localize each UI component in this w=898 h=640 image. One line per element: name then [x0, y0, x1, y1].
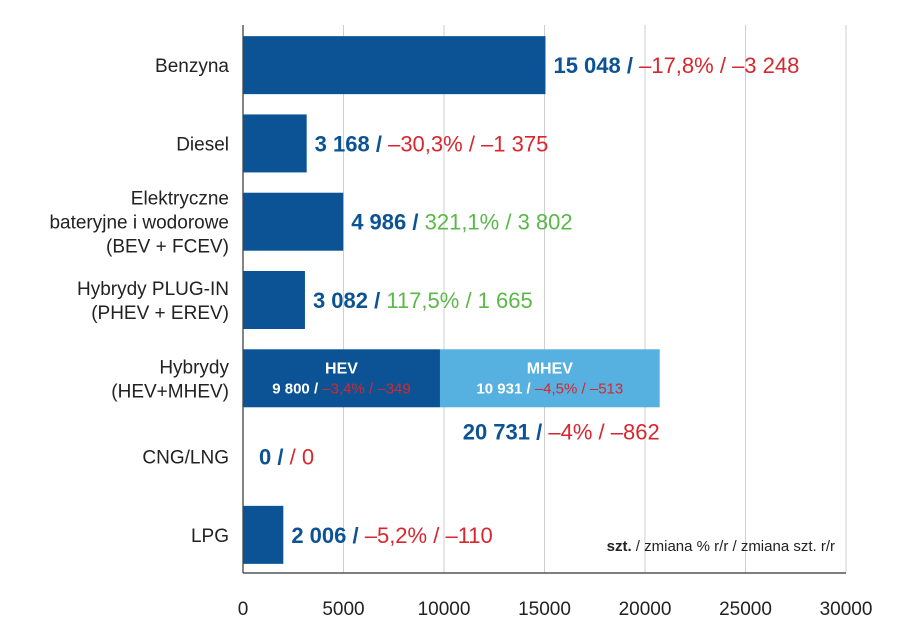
legend-note: szt. / zmiana % r/r / zmiana szt. r/r — [607, 538, 835, 555]
label-part: 4 986 — [351, 210, 406, 235]
x-tick-label: 10000 — [418, 599, 471, 620]
label-part: / — [406, 210, 424, 235]
label-part: 3 168 — [315, 131, 370, 156]
label-part: / — [290, 445, 302, 470]
x-tick-label: 5000 — [322, 599, 364, 620]
x-tick-label: 15000 — [518, 599, 571, 620]
label-part: –17,8% — [639, 53, 714, 78]
label-part: 3 802 — [518, 210, 573, 235]
label-part: / — [522, 380, 535, 397]
label-part: szt. — [607, 538, 632, 555]
category-label: (BEV + FCEV) — [106, 237, 229, 258]
bar — [243, 192, 344, 251]
label-part: / — [714, 53, 732, 78]
bar-segment-hev — [243, 349, 440, 408]
label-part: / — [463, 131, 481, 156]
label-part: / — [368, 288, 386, 313]
label-part: 3 082 — [313, 288, 368, 313]
value-label: 20 731 / –4% / –862 — [463, 419, 660, 444]
label-part: 9 800 — [272, 380, 310, 397]
label-part: / — [310, 380, 323, 397]
label-part: 1 665 — [478, 288, 533, 313]
label-part: / — [577, 380, 590, 397]
value-label: 0 / / 0 — [259, 445, 314, 470]
label-part: 15 048 — [553, 53, 620, 78]
label-part: / — [530, 419, 548, 444]
label-part: 10 931 — [476, 380, 522, 397]
value-label: 4 986 / 321,1% / 3 802 — [351, 210, 572, 235]
label-part: –349 — [377, 380, 410, 397]
segment-value-label: 9 800 / –3,4% / –349 — [272, 380, 411, 397]
x-tick-label: 0 — [238, 599, 249, 620]
label-part: –3 248 — [732, 53, 799, 78]
label-part: 2 006 — [291, 523, 346, 548]
category-label: (PHEV + EREV) — [91, 303, 229, 324]
label-part: –110 — [445, 523, 492, 548]
label-part: –3,4% — [322, 380, 365, 397]
label-part: –4,5% — [535, 380, 578, 397]
label-part: / zmiana % r/r / zmiana szt. r/r — [632, 538, 835, 555]
label-part: 0 — [259, 445, 271, 470]
segment-value-label: 10 931 / –4,5% / –513 — [476, 380, 623, 397]
category-label: bateryjne i wodorowe — [49, 213, 229, 234]
label-part: 20 731 — [463, 419, 530, 444]
category-label: Hybrydy PLUG-IN — [77, 279, 229, 300]
value-label: 2 006 / –5,2% / –110 — [291, 523, 492, 548]
label-part: 117,5% — [386, 288, 459, 313]
label-part: / — [499, 210, 517, 235]
category-label: Diesel — [176, 134, 229, 155]
segment-name: MHEV — [527, 360, 574, 377]
x-tick-label: 25000 — [719, 599, 772, 620]
bar — [243, 271, 305, 329]
category-label: LPG — [191, 526, 229, 547]
category-label: (HEV+MHEV) — [111, 381, 229, 402]
label-part: –1 375 — [481, 131, 548, 156]
value-label: 3 168 / –30,3% / –1 375 — [315, 131, 549, 156]
bar — [243, 114, 307, 173]
segment-name: HEV — [325, 360, 358, 377]
label-part: 0 — [302, 445, 314, 470]
label-part: / — [427, 523, 445, 548]
label-part: –30,3% — [388, 131, 463, 156]
label-part: / — [271, 445, 289, 470]
label-part: / — [592, 419, 610, 444]
category-label: Elektryczne — [131, 189, 229, 210]
value-label: 3 082 / 117,5% / 1 665 — [313, 288, 533, 313]
category-label: Benzyna — [155, 56, 229, 77]
bar — [243, 505, 284, 564]
bar — [243, 36, 546, 95]
label-part: / — [459, 288, 477, 313]
label-part: –4% — [548, 419, 592, 444]
x-tick-label: 20000 — [619, 599, 672, 620]
label-part: –862 — [611, 419, 660, 444]
label-part: / — [370, 131, 388, 156]
bar-segment-mhev — [439, 349, 660, 408]
category-label: CNG/LNG — [142, 448, 229, 469]
label-part: –5,2% — [365, 523, 427, 548]
label-part: –513 — [590, 380, 623, 397]
label-part: / — [365, 380, 378, 397]
category-label: Hybrydy — [159, 357, 229, 378]
label-part: / — [621, 53, 639, 78]
label-part: / — [346, 523, 364, 548]
value-label: 15 048 / –17,8% / –3 248 — [553, 53, 799, 78]
x-tick-label: 30000 — [820, 599, 873, 620]
label-part: 321,1% — [425, 210, 500, 235]
